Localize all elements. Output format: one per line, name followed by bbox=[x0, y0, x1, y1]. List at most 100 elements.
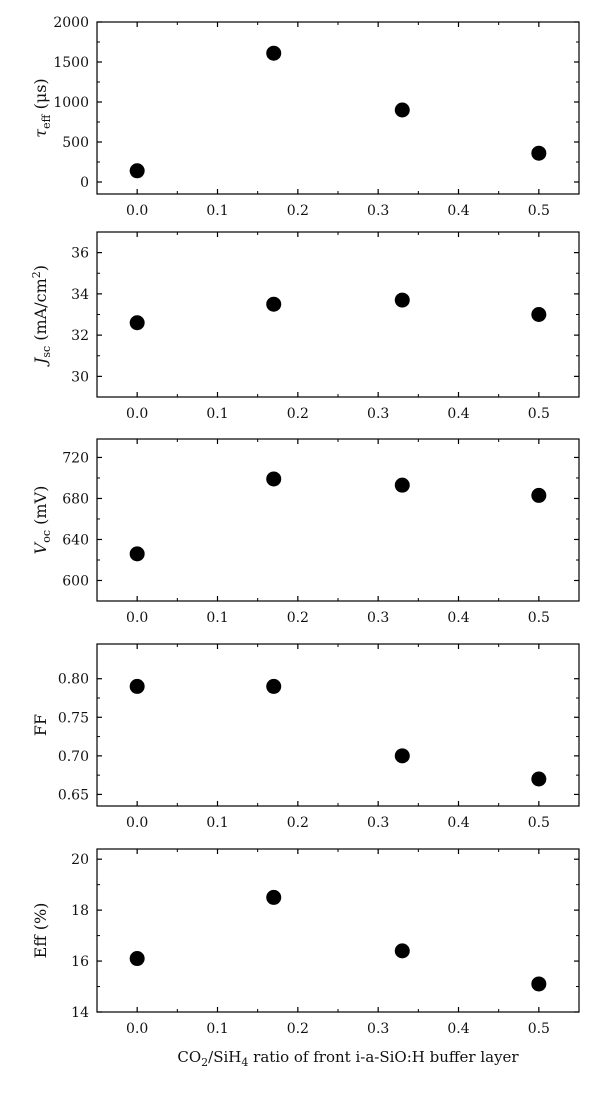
y-tick-label: 2000 bbox=[53, 15, 89, 31]
y-tick-label: 0.65 bbox=[58, 787, 89, 803]
x-tick-label: 0.2 bbox=[287, 1021, 309, 1037]
x-tick-label: 0.4 bbox=[447, 406, 469, 422]
x-tick-label: 0.1 bbox=[206, 203, 228, 219]
plot-frame bbox=[96, 231, 580, 398]
y-tick-label: 0.75 bbox=[58, 710, 89, 726]
x-tick-label: 0.4 bbox=[447, 203, 469, 219]
x-tick-label: 0.5 bbox=[528, 203, 550, 219]
x-tick-label: 0.0 bbox=[126, 203, 148, 219]
x-tick-label: 0.1 bbox=[206, 1021, 228, 1037]
data-point bbox=[531, 307, 547, 322]
data-point bbox=[129, 678, 145, 694]
chart-panel: 0.0 0.1 0.2 0.3 0.4 0.5 600 640 680 720 Voc (mV) bbox=[31, 438, 580, 626]
x-tick-label: 0.4 bbox=[447, 610, 469, 626]
y-axis-label-superscript: 2 bbox=[30, 271, 43, 278]
y-axis-label: Jsc (mA/cm2) bbox=[30, 265, 53, 367]
y-tick-label: 0 bbox=[80, 175, 89, 191]
x-tick-label: 0.1 bbox=[206, 610, 228, 626]
x-tick-label: 0.5 bbox=[528, 1021, 550, 1037]
data-point bbox=[129, 163, 145, 179]
x-tick-label: 0.1 bbox=[206, 406, 228, 422]
y-tick-label: 14 bbox=[71, 1005, 89, 1021]
y-tick-label: 36 bbox=[71, 246, 89, 262]
x-tick-label: 0.1 bbox=[206, 815, 228, 831]
y-tick-label: 20 bbox=[71, 852, 89, 868]
y-tick-label: 640 bbox=[62, 532, 89, 548]
y-axis-label-symbol: V bbox=[31, 541, 50, 554]
x-axis-label: CO2/SiH4 ratio of front i-a-SiO:H buffer… bbox=[177, 1048, 519, 1069]
y-axis-label-text: FF bbox=[31, 714, 50, 736]
chart-panel: 0.0 0.1 0.2 0.3 0.4 0.5 0.65 0.70 0.75 0.80 FF bbox=[31, 643, 580, 831]
y-axis-label: τeff (μs) bbox=[31, 78, 53, 137]
y-axis-label-text: (mA/cm bbox=[31, 278, 50, 346]
data-point bbox=[129, 951, 145, 967]
y-tick-label: 18 bbox=[71, 903, 89, 919]
y-axis-label-subscript: sc bbox=[40, 346, 53, 358]
x-tick-label: 0.3 bbox=[367, 815, 389, 831]
y-tick-label: 720 bbox=[62, 450, 89, 466]
x-tick-label: 0.3 bbox=[367, 1021, 389, 1037]
y-tick-label: 680 bbox=[62, 491, 89, 507]
y-axis-label-symbol: J bbox=[31, 356, 50, 367]
y-tick-label: 30 bbox=[71, 369, 89, 385]
y-axis-label: Eff (%) bbox=[31, 903, 50, 959]
x-tick-label: 0.2 bbox=[287, 610, 309, 626]
y-axis-label-text: (mV) bbox=[31, 486, 50, 530]
y-axis-label-subscript: oc bbox=[40, 530, 53, 543]
x-tick-label: 0.2 bbox=[287, 203, 309, 219]
y-tick-label: 600 bbox=[62, 573, 89, 589]
y-tick-label: 16 bbox=[71, 954, 89, 970]
data-point bbox=[266, 889, 282, 905]
x-tick-label: 0.5 bbox=[528, 610, 550, 626]
x-tick-label: 0.5 bbox=[528, 406, 550, 422]
y-axis-label-symbol: τ bbox=[31, 128, 50, 138]
chart-panel: 0.0 0.1 0.2 0.3 0.4 0.5 0 500 1000 1500 2000 τeff (… bbox=[31, 15, 580, 219]
y-tick-label: 500 bbox=[62, 135, 89, 151]
x-tick-label: 0.0 bbox=[126, 610, 148, 626]
x-tick-label: 0.0 bbox=[126, 406, 148, 422]
data-point bbox=[531, 771, 547, 787]
data-point bbox=[394, 102, 410, 118]
data-point bbox=[394, 748, 410, 764]
x-tick-label: 0.3 bbox=[367, 610, 389, 626]
x-tick-label: 0.4 bbox=[447, 815, 469, 831]
y-axis-label-text: (μs) bbox=[31, 78, 50, 114]
x-tick-label: 0.4 bbox=[447, 1021, 469, 1037]
y-axis-label: Voc (mV) bbox=[31, 486, 53, 555]
plot-frame bbox=[96, 643, 580, 807]
y-tick-label: 32 bbox=[71, 328, 89, 344]
data-point bbox=[394, 943, 410, 959]
x-tick-label: 0.2 bbox=[287, 815, 309, 831]
data-point bbox=[531, 487, 547, 503]
x-tick-label: 0.0 bbox=[126, 1021, 148, 1037]
data-point bbox=[531, 976, 547, 992]
x-tick-label: 0.3 bbox=[367, 406, 389, 422]
y-tick-label: 34 bbox=[71, 287, 89, 303]
y-axis-label-subscript: eff bbox=[40, 113, 53, 129]
data-point bbox=[129, 315, 145, 331]
y-axis-label-text: Eff (%) bbox=[31, 903, 50, 959]
y-axis-label-close: ) bbox=[31, 265, 50, 271]
data-point bbox=[129, 546, 145, 562]
y-axis-label: FF bbox=[31, 714, 50, 736]
y-tick-label: 1500 bbox=[53, 55, 89, 71]
y-tick-label: 0.80 bbox=[58, 672, 89, 688]
chart-panel: 0.0 0.1 0.2 0.3 0.4 0.5 30 32 34 36 Jsc (mA/cm2) bbox=[30, 231, 580, 422]
data-point bbox=[531, 145, 547, 161]
data-point bbox=[394, 292, 410, 308]
x-tick-label: 0.3 bbox=[367, 203, 389, 219]
data-point bbox=[266, 296, 282, 312]
y-tick-label: 1000 bbox=[53, 95, 89, 111]
data-point bbox=[266, 45, 282, 61]
plot-frame bbox=[96, 848, 580, 1013]
x-tick-label: 0.0 bbox=[126, 815, 148, 831]
plot-frame bbox=[96, 21, 580, 195]
data-point bbox=[266, 471, 282, 487]
data-point bbox=[266, 678, 282, 694]
data-point bbox=[394, 477, 410, 493]
y-tick-label: 0.70 bbox=[58, 749, 89, 765]
x-tick-label: 0.5 bbox=[528, 815, 550, 831]
plot-frame bbox=[96, 438, 580, 602]
